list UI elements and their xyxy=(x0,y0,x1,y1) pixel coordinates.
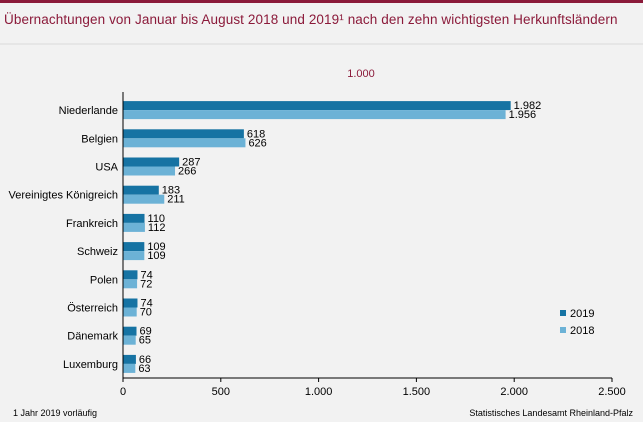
value-label: 266 xyxy=(178,166,196,178)
category-label: USA xyxy=(95,162,118,174)
x-tick-label: 2.000 xyxy=(500,386,528,398)
category-label: Österreich xyxy=(67,303,118,315)
category-label: Frankreich xyxy=(66,218,118,230)
top-rule xyxy=(0,0,643,3)
value-label: 211 xyxy=(167,194,185,206)
bar-2019 xyxy=(123,270,138,280)
legend-swatch-2018 xyxy=(560,327,566,333)
x-tick-label: 500 xyxy=(212,386,230,398)
bar-2018 xyxy=(123,251,145,261)
value-label: 66 xyxy=(139,354,151,366)
title-divider xyxy=(0,43,643,45)
bar-2018 xyxy=(123,166,176,176)
bar-2018 xyxy=(123,138,246,148)
category-label: Polen xyxy=(90,274,118,286)
bar-2019 xyxy=(123,101,511,111)
bar-2018 xyxy=(123,194,165,204)
bar-2019 xyxy=(123,242,145,252)
bar-2019 xyxy=(123,129,244,139)
value-label: 109 xyxy=(147,241,165,253)
bar-2019 xyxy=(123,213,145,223)
category-label: Belgien xyxy=(81,133,118,145)
value-label: 69 xyxy=(139,326,151,338)
category-label: Schweiz xyxy=(77,246,118,258)
value-label: 1.982 xyxy=(514,100,542,112)
value-label: 110 xyxy=(148,213,166,225)
x-tick-label: 2.500 xyxy=(598,386,626,398)
value-label: 70 xyxy=(140,307,152,319)
value-label: 109 xyxy=(147,250,165,262)
bar-2019 xyxy=(123,157,180,167)
value-label: 74 xyxy=(140,298,152,310)
value-label: 63 xyxy=(138,363,150,375)
bar-2019 xyxy=(123,185,159,195)
value-label: 183 xyxy=(162,185,180,197)
category-label: Luxemburg xyxy=(63,359,118,371)
legend-label: 2019 xyxy=(570,308,594,320)
x-tick-label: 1.000 xyxy=(305,386,333,398)
bar-2018 xyxy=(123,307,137,317)
category-label: Dänemark xyxy=(67,331,118,343)
bar-2019 xyxy=(123,326,137,336)
value-label: 618 xyxy=(247,128,265,140)
legend-label: 2018 xyxy=(570,325,594,337)
value-label: 72 xyxy=(140,278,152,290)
bar-2018 xyxy=(123,110,506,120)
value-label: 287 xyxy=(182,157,200,169)
value-label: 626 xyxy=(248,137,266,149)
x-tick-label: 0 xyxy=(120,386,126,398)
x-tick-label: 1.500 xyxy=(403,386,431,398)
footnote: 1 Jahr 2019 vorläufig xyxy=(13,408,98,418)
chart-title: Übernachtungen von Januar bis August 201… xyxy=(4,12,618,27)
value-label: 65 xyxy=(139,335,151,347)
category-label: Vereinigtes Königreich xyxy=(9,190,118,202)
bar-2018 xyxy=(123,222,145,232)
value-label: 1.956 xyxy=(509,109,537,121)
bar-2019 xyxy=(123,298,138,308)
bar-2019 xyxy=(123,354,136,364)
value-label: 112 xyxy=(148,222,166,234)
category-label: Niederlande xyxy=(59,105,118,117)
unit-label: 1.000 xyxy=(347,68,375,80)
source-note: Statistisches Landesamt Rheinland-Pfalz xyxy=(469,408,633,418)
value-label: 74 xyxy=(140,269,152,281)
bar-2018 xyxy=(123,335,136,345)
bar-2018 xyxy=(123,279,138,289)
legend-swatch-2019 xyxy=(560,310,566,316)
bar-2018 xyxy=(123,363,136,373)
